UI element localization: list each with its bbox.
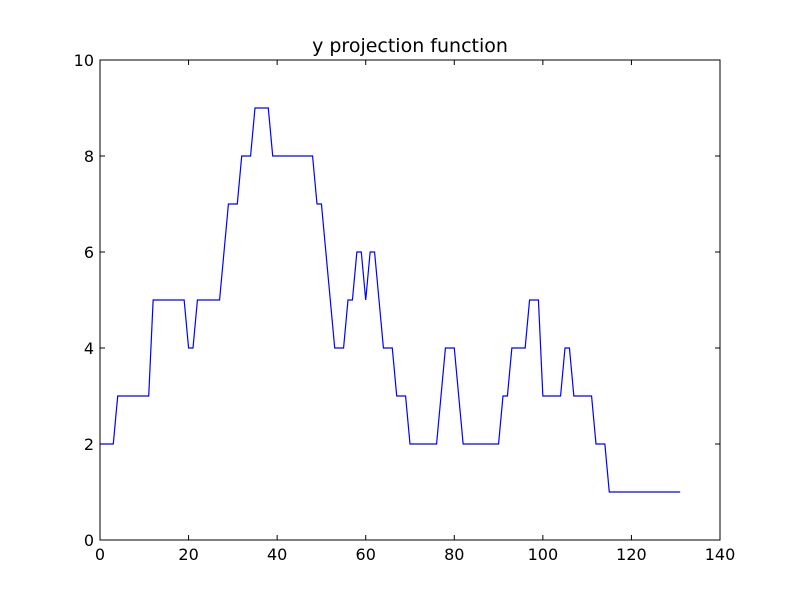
x-tick-label: 120 — [616, 545, 647, 564]
series-layer — [100, 107, 681, 493]
x-tick-label: 140 — [705, 545, 736, 564]
x-tick-label: 80 — [444, 545, 464, 564]
x-tick-label: 20 — [178, 545, 198, 564]
y-tick-label: 2 — [84, 435, 94, 454]
x-axis: 0 20 40 60 80 100 120 140 — [95, 60, 735, 564]
y-tick-label: 8 — [84, 147, 94, 166]
x-tick-label: 100 — [528, 545, 559, 564]
x-tick-label: 40 — [267, 545, 287, 564]
y-axis: 0 2 4 6 8 10 — [74, 51, 720, 550]
plot-frame — [99, 59, 721, 541]
y-tick-label: 10 — [74, 51, 94, 70]
plot-area — [100, 60, 720, 540]
y-tick-label: 4 — [84, 339, 94, 358]
y-tick-label: 0 — [84, 531, 94, 550]
y-tick-label: 6 — [84, 243, 94, 262]
chart-title: y projection function — [312, 35, 508, 57]
x-tick-label: 60 — [356, 545, 376, 564]
x-tick-label: 0 — [95, 545, 105, 564]
series-line — [100, 107, 681, 493]
